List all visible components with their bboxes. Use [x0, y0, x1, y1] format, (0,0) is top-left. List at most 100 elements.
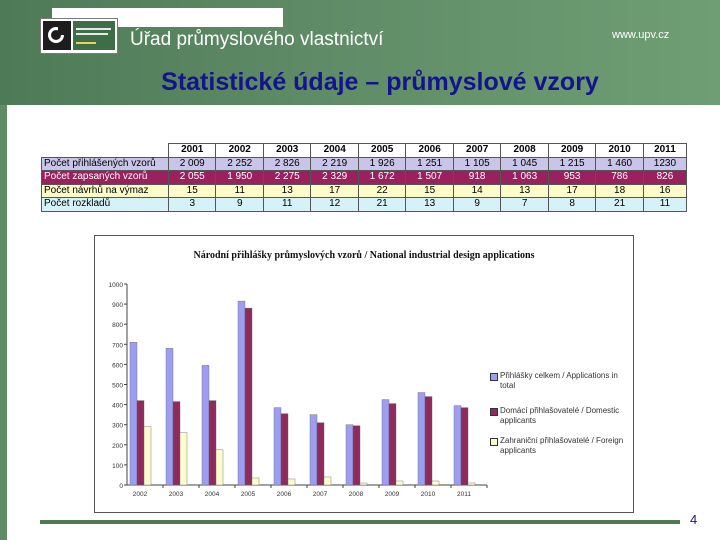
- table-cell: 9: [452, 197, 502, 212]
- table-cell: 15: [167, 183, 217, 198]
- table-cell: 2 219: [310, 156, 359, 171]
- table-cell: 1 460: [595, 156, 644, 171]
- header-band: Úřad průmyslového vlastnictví www.upv.cz: [0, 0, 720, 105]
- office-url[interactable]: www.upv.cz: [612, 29, 670, 41]
- table-cell: 2 329: [310, 170, 359, 185]
- bar-domestic: [208, 400, 217, 486]
- table-cell: 2 275: [262, 170, 312, 185]
- table-cell: 1 926: [357, 156, 407, 171]
- table-cell: 8: [547, 197, 597, 212]
- bar-total: [381, 399, 390, 486]
- y-tick-label: 700: [112, 342, 123, 349]
- legend-label: Domácí přihlašovatelé / Domestic applica…: [500, 406, 620, 425]
- y-tick-label: 500: [112, 383, 123, 390]
- table-cell: 15: [405, 183, 454, 198]
- table-cell: 953: [547, 170, 597, 185]
- bar-foreign: [287, 478, 296, 486]
- bar-foreign: [215, 449, 224, 486]
- table-cell: 1 063: [500, 170, 549, 185]
- year-header: 2008: [500, 143, 549, 158]
- bar-domestic: [352, 425, 361, 486]
- table-cell: 2 055: [167, 170, 217, 185]
- year-header: 2010: [595, 143, 644, 158]
- table-header-row: 2001 2002 2003 2004 2005 2006 2007 2008 …: [41, 143, 688, 158]
- bar-domestic: [172, 401, 181, 486]
- table-cell: 13: [500, 183, 549, 198]
- bar-total: [237, 300, 246, 486]
- bar-foreign: [323, 476, 332, 486]
- table-cell: 826: [642, 170, 688, 185]
- row-label: Počet přihlášených vzorů: [41, 156, 169, 171]
- bar-domestic: [460, 407, 469, 486]
- table-cell: 3: [167, 197, 217, 212]
- upv-logo: [40, 18, 118, 54]
- table-cell: 17: [310, 183, 359, 198]
- y-tick-label: 900: [112, 302, 123, 309]
- x-tick-label: 2011: [457, 491, 471, 498]
- bar-total: [165, 348, 174, 486]
- table-cell: 21: [357, 197, 407, 212]
- statistics-table: 2001 2002 2003 2004 2005 2006 2007 2008 …: [41, 143, 688, 212]
- bar-chart: 0 100 200 300 400 500 600 700 800 900 1000 2002 2003…: [109, 282, 488, 498]
- table-cell: 13: [405, 197, 454, 212]
- bar-foreign: [395, 480, 404, 486]
- logo-emblem-icon: [43, 21, 71, 50]
- table-corner-cell: [41, 143, 169, 158]
- x-tick-label: 2008: [349, 491, 364, 498]
- y-tick-label: 600: [112, 362, 123, 369]
- x-tick-label: 2006: [277, 491, 292, 498]
- table-cell: 11: [642, 197, 688, 212]
- year-header: 2002: [215, 143, 264, 158]
- table-cell: 1230: [642, 156, 688, 171]
- bar-foreign: [143, 426, 152, 486]
- chart-title: Národní přihlášky průmyslových vzorů / N…: [193, 250, 535, 261]
- bar-total: [453, 405, 462, 486]
- table-cell: 2 252: [215, 156, 264, 171]
- table-cell: 1 672: [357, 170, 407, 185]
- table-cell: 14: [452, 183, 502, 198]
- table-cell: 13: [262, 183, 312, 198]
- x-tick-label: 2002: [133, 491, 148, 498]
- bar-total: [201, 365, 210, 486]
- table-row-cancellation-requests: Počet návrhů na výmaz 15 11 13 17 22 15 …: [41, 183, 688, 198]
- x-tick-label: 2010: [421, 491, 436, 498]
- y-tick-label: 100: [112, 463, 123, 470]
- row-label: Počet zapsaných vzorů: [41, 170, 169, 185]
- table-cell: 18: [595, 183, 644, 198]
- bar-domestic: [244, 307, 253, 486]
- y-tick-label: 800: [112, 322, 123, 329]
- row-label: Počet návrhů na výmaz: [41, 183, 169, 198]
- page-number: 4: [690, 512, 698, 527]
- y-tick-label: 300: [112, 423, 123, 430]
- bar-total: [129, 342, 138, 486]
- table-cell: 12: [310, 197, 359, 212]
- table-cell: 1 251: [405, 156, 454, 171]
- bar-foreign: [251, 477, 260, 486]
- table-cell: 1 215: [547, 156, 597, 171]
- table-cell: 9: [215, 197, 264, 212]
- bar-total: [273, 407, 282, 486]
- year-header: 2009: [547, 143, 597, 158]
- year-header: 2005: [357, 143, 407, 158]
- legend-swatch: [490, 438, 498, 446]
- legend-label: Zahraniční přihlašovatelé / Foreign appl…: [500, 436, 624, 455]
- bar-foreign: [359, 482, 368, 486]
- chart-legend: Přihlášky celkem / Applications in total…: [488, 365, 632, 461]
- table-cell: 2 009: [167, 156, 217, 171]
- y-tick-label: 1000: [109, 282, 124, 289]
- legend-swatch: [490, 373, 498, 381]
- bar-total: [417, 392, 426, 486]
- bar-domestic: [136, 400, 145, 486]
- year-header: 2004: [310, 143, 359, 158]
- y-tick-label: 0: [119, 483, 123, 490]
- bar-foreign: [179, 432, 188, 486]
- table-row-registrations: Počet zapsaných vzorů 2 055 1 950 2 275 …: [41, 170, 688, 185]
- legend-swatch: [490, 408, 498, 416]
- table-cell: 21: [595, 197, 644, 212]
- table-cell: 22: [357, 183, 407, 198]
- x-tick-label: 2007: [313, 491, 328, 498]
- office-name: Úřad průmyslového vlastnictví: [130, 29, 384, 50]
- slide-title: Statistické údaje – průmyslové vzory: [161, 68, 599, 96]
- y-tick-label: 200: [112, 443, 123, 450]
- left-accent-bar: [0, 105, 7, 540]
